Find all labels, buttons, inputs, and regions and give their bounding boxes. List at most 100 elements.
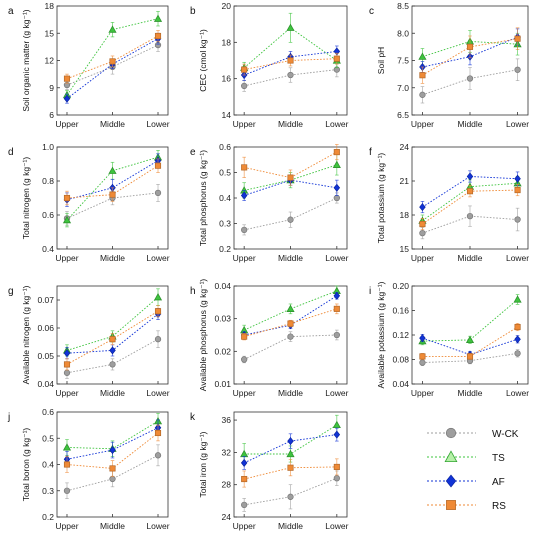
data-point — [333, 55, 340, 62]
data-point — [466, 43, 474, 50]
series-line — [422, 69, 518, 96]
data-point — [466, 172, 474, 181]
x-tick-label: Middle — [278, 253, 303, 263]
data-point — [514, 35, 521, 42]
panel-letter: k — [190, 412, 196, 423]
x-tick-label: Middle — [100, 388, 125, 398]
x-tick-label: Middle — [100, 119, 125, 129]
x-tick-label: Upper — [233, 119, 256, 129]
data-point — [108, 25, 117, 33]
x-tick-label: Lower — [325, 521, 348, 531]
series-line — [422, 299, 518, 342]
panel-letter: g — [8, 286, 14, 297]
legend-marker — [445, 427, 457, 439]
y-tick-label: 18 — [222, 37, 232, 47]
data-point — [109, 465, 116, 472]
data-point — [287, 464, 294, 471]
series-line — [422, 215, 518, 234]
data-point — [109, 446, 116, 455]
series-w-ck — [419, 58, 521, 104]
data-point — [154, 429, 162, 437]
data-point — [514, 187, 521, 194]
x-tick-label: Lower — [146, 253, 169, 263]
data-point — [333, 430, 341, 439]
data-point — [63, 461, 71, 468]
y-tick-label: 15 — [400, 244, 410, 254]
y-axis-label: Total potassium (g kg⁻¹) — [376, 153, 386, 244]
y-axis-label: Total nitrogen (g kg⁻¹) — [21, 157, 31, 240]
y-tick-label: 6.5 — [397, 110, 409, 120]
series-rs — [241, 458, 340, 488]
y-tick-label: 7.5 — [397, 56, 409, 66]
y-tick-label: 18 — [400, 210, 410, 220]
legend-label: AF — [492, 477, 505, 488]
panel-f: 15 18 21 24 Upper Middle Lower Total potassium … — [369, 142, 529, 263]
data-point — [332, 160, 341, 168]
x-tick-label: Lower — [146, 119, 169, 129]
x-tick-label: Lower — [146, 388, 169, 398]
data-point — [240, 458, 248, 467]
y-tick-label: 0.2 — [219, 244, 231, 254]
data-point — [419, 334, 426, 343]
series-line — [422, 40, 518, 58]
panel-letter: d — [8, 147, 14, 158]
y-axis-label: Available phosphorus (g kg⁻¹) — [198, 279, 208, 392]
data-point — [63, 75, 71, 82]
series-w-ck — [241, 470, 340, 512]
data-point — [286, 449, 295, 458]
x-tick-label: Upper — [233, 388, 256, 398]
data-point — [63, 94, 71, 103]
data-point — [154, 308, 162, 315]
series-rs — [63, 30, 162, 84]
data-point — [465, 335, 475, 344]
y-axis-label: Soil organic matter (g kg⁻¹) — [21, 9, 31, 111]
y-tick-label: 36 — [222, 415, 232, 425]
y-tick-label: 14 — [222, 110, 232, 120]
x-tick-label: Lower — [146, 521, 169, 531]
y-tick-label: 0.3 — [42, 486, 54, 496]
data-point — [108, 166, 117, 174]
data-point — [109, 191, 116, 198]
data-point — [241, 226, 248, 234]
plot-frame — [411, 285, 529, 385]
y-tick-label: 0.3 — [219, 219, 231, 229]
data-point — [466, 75, 474, 82]
data-point — [286, 23, 295, 31]
series-line — [243, 290, 337, 331]
data-point — [109, 336, 116, 343]
data-point — [419, 353, 426, 360]
data-point — [287, 333, 294, 340]
legend-label: W-CK — [492, 429, 519, 440]
data-point — [419, 72, 426, 79]
panel-letter: a — [8, 6, 14, 17]
data-point — [62, 443, 72, 451]
data-point — [154, 32, 162, 40]
panel-h: 0.01 0.02 0.03 0.04 Upper Middle Lower Availabl… — [190, 279, 349, 398]
data-point — [109, 361, 116, 368]
data-point — [241, 164, 248, 171]
data-point — [241, 356, 248, 363]
x-tick-label: Middle — [457, 253, 482, 263]
y-tick-label: 18 — [45, 1, 55, 11]
series-rs — [63, 424, 162, 477]
data-point — [153, 292, 163, 301]
data-point — [514, 350, 521, 357]
y-tick-label: 24 — [222, 512, 232, 522]
series-w-ck — [241, 329, 340, 364]
panel-g: 0.04 0.05 0.06 0.07 Upper Middle Lower Availabl… — [8, 285, 170, 398]
panel-k: 24 28 32 36 Upper Middle Lower Total iron (g kg… — [190, 411, 349, 531]
legend: W-CK TS AF RS — [427, 427, 519, 512]
data-point — [287, 437, 294, 446]
data-point — [109, 475, 116, 483]
data-point — [154, 336, 162, 343]
data-point — [419, 359, 426, 366]
data-point — [241, 475, 248, 483]
data-point — [419, 91, 426, 98]
plot-frame — [233, 146, 348, 250]
series-af — [419, 170, 521, 214]
y-axis-label: Total iron (g kg⁻¹) — [198, 431, 208, 497]
series-line — [244, 477, 337, 506]
series-line — [66, 296, 159, 351]
x-tick-label: Upper — [411, 253, 434, 263]
